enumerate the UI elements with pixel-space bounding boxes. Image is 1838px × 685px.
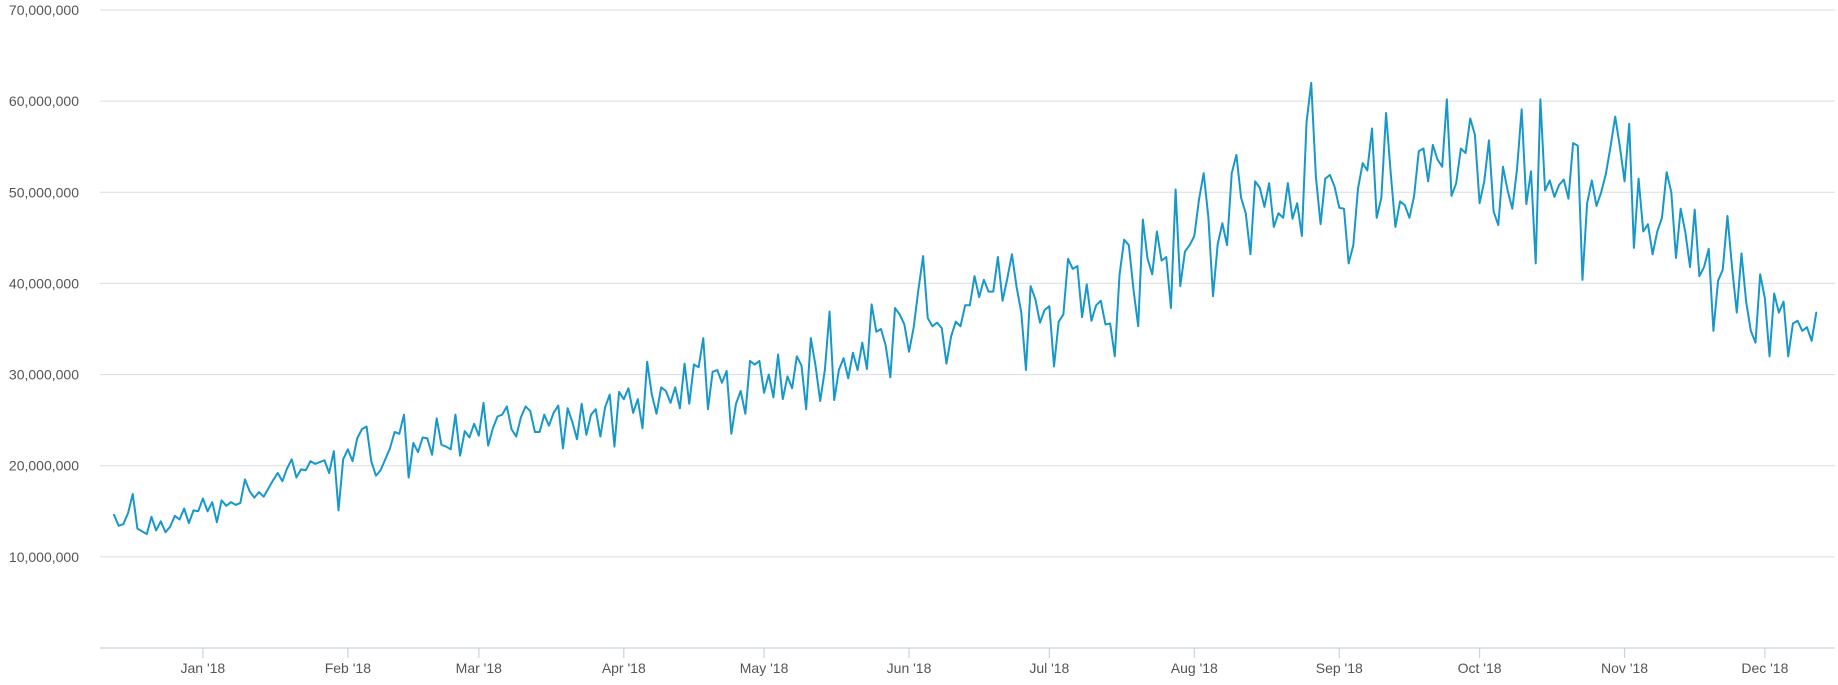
x-tick-label: Sep '18 [1316, 660, 1363, 676]
y-tick-label: 60,000,000 [9, 93, 79, 109]
x-tick-label: Oct '18 [1458, 660, 1502, 676]
x-tick-label: Apr '18 [602, 660, 646, 676]
gridlines [100, 9, 1835, 558]
y-tick-label: 70,000,000 [9, 2, 79, 18]
x-tick-label: Mar '18 [456, 660, 502, 676]
x-tick-label: Nov '18 [1601, 660, 1648, 676]
series-layer [113, 81, 1818, 536]
x-tick-label: Aug '18 [1171, 660, 1218, 676]
y-tick-label: 10,000,000 [9, 549, 79, 565]
x-tick-label: Jul '18 [1029, 660, 1069, 676]
y-tick-label: 40,000,000 [9, 275, 79, 291]
y-axis-ticks: 10,000,000 20,000,000 30,000,000 40,000,000… [9, 2, 79, 565]
y-tick-label: 50,000,000 [9, 184, 79, 200]
x-tick-label: May '18 [740, 660, 789, 676]
y-tick-label: 20,000,000 [9, 458, 79, 474]
x-tick-label: Feb '18 [325, 660, 371, 676]
x-tick-label: Jan '18 [181, 660, 226, 676]
y-tick-label: 30,000,000 [9, 367, 79, 383]
x-tick-label: Dec '18 [1741, 660, 1788, 676]
x-tick-label: Jun '18 [887, 660, 932, 676]
series-line-0 [113, 81, 1818, 536]
x-axis: Jan '18 Feb '18 Mar '18 Apr '18 May '18 Jun '… [100, 647, 1835, 676]
